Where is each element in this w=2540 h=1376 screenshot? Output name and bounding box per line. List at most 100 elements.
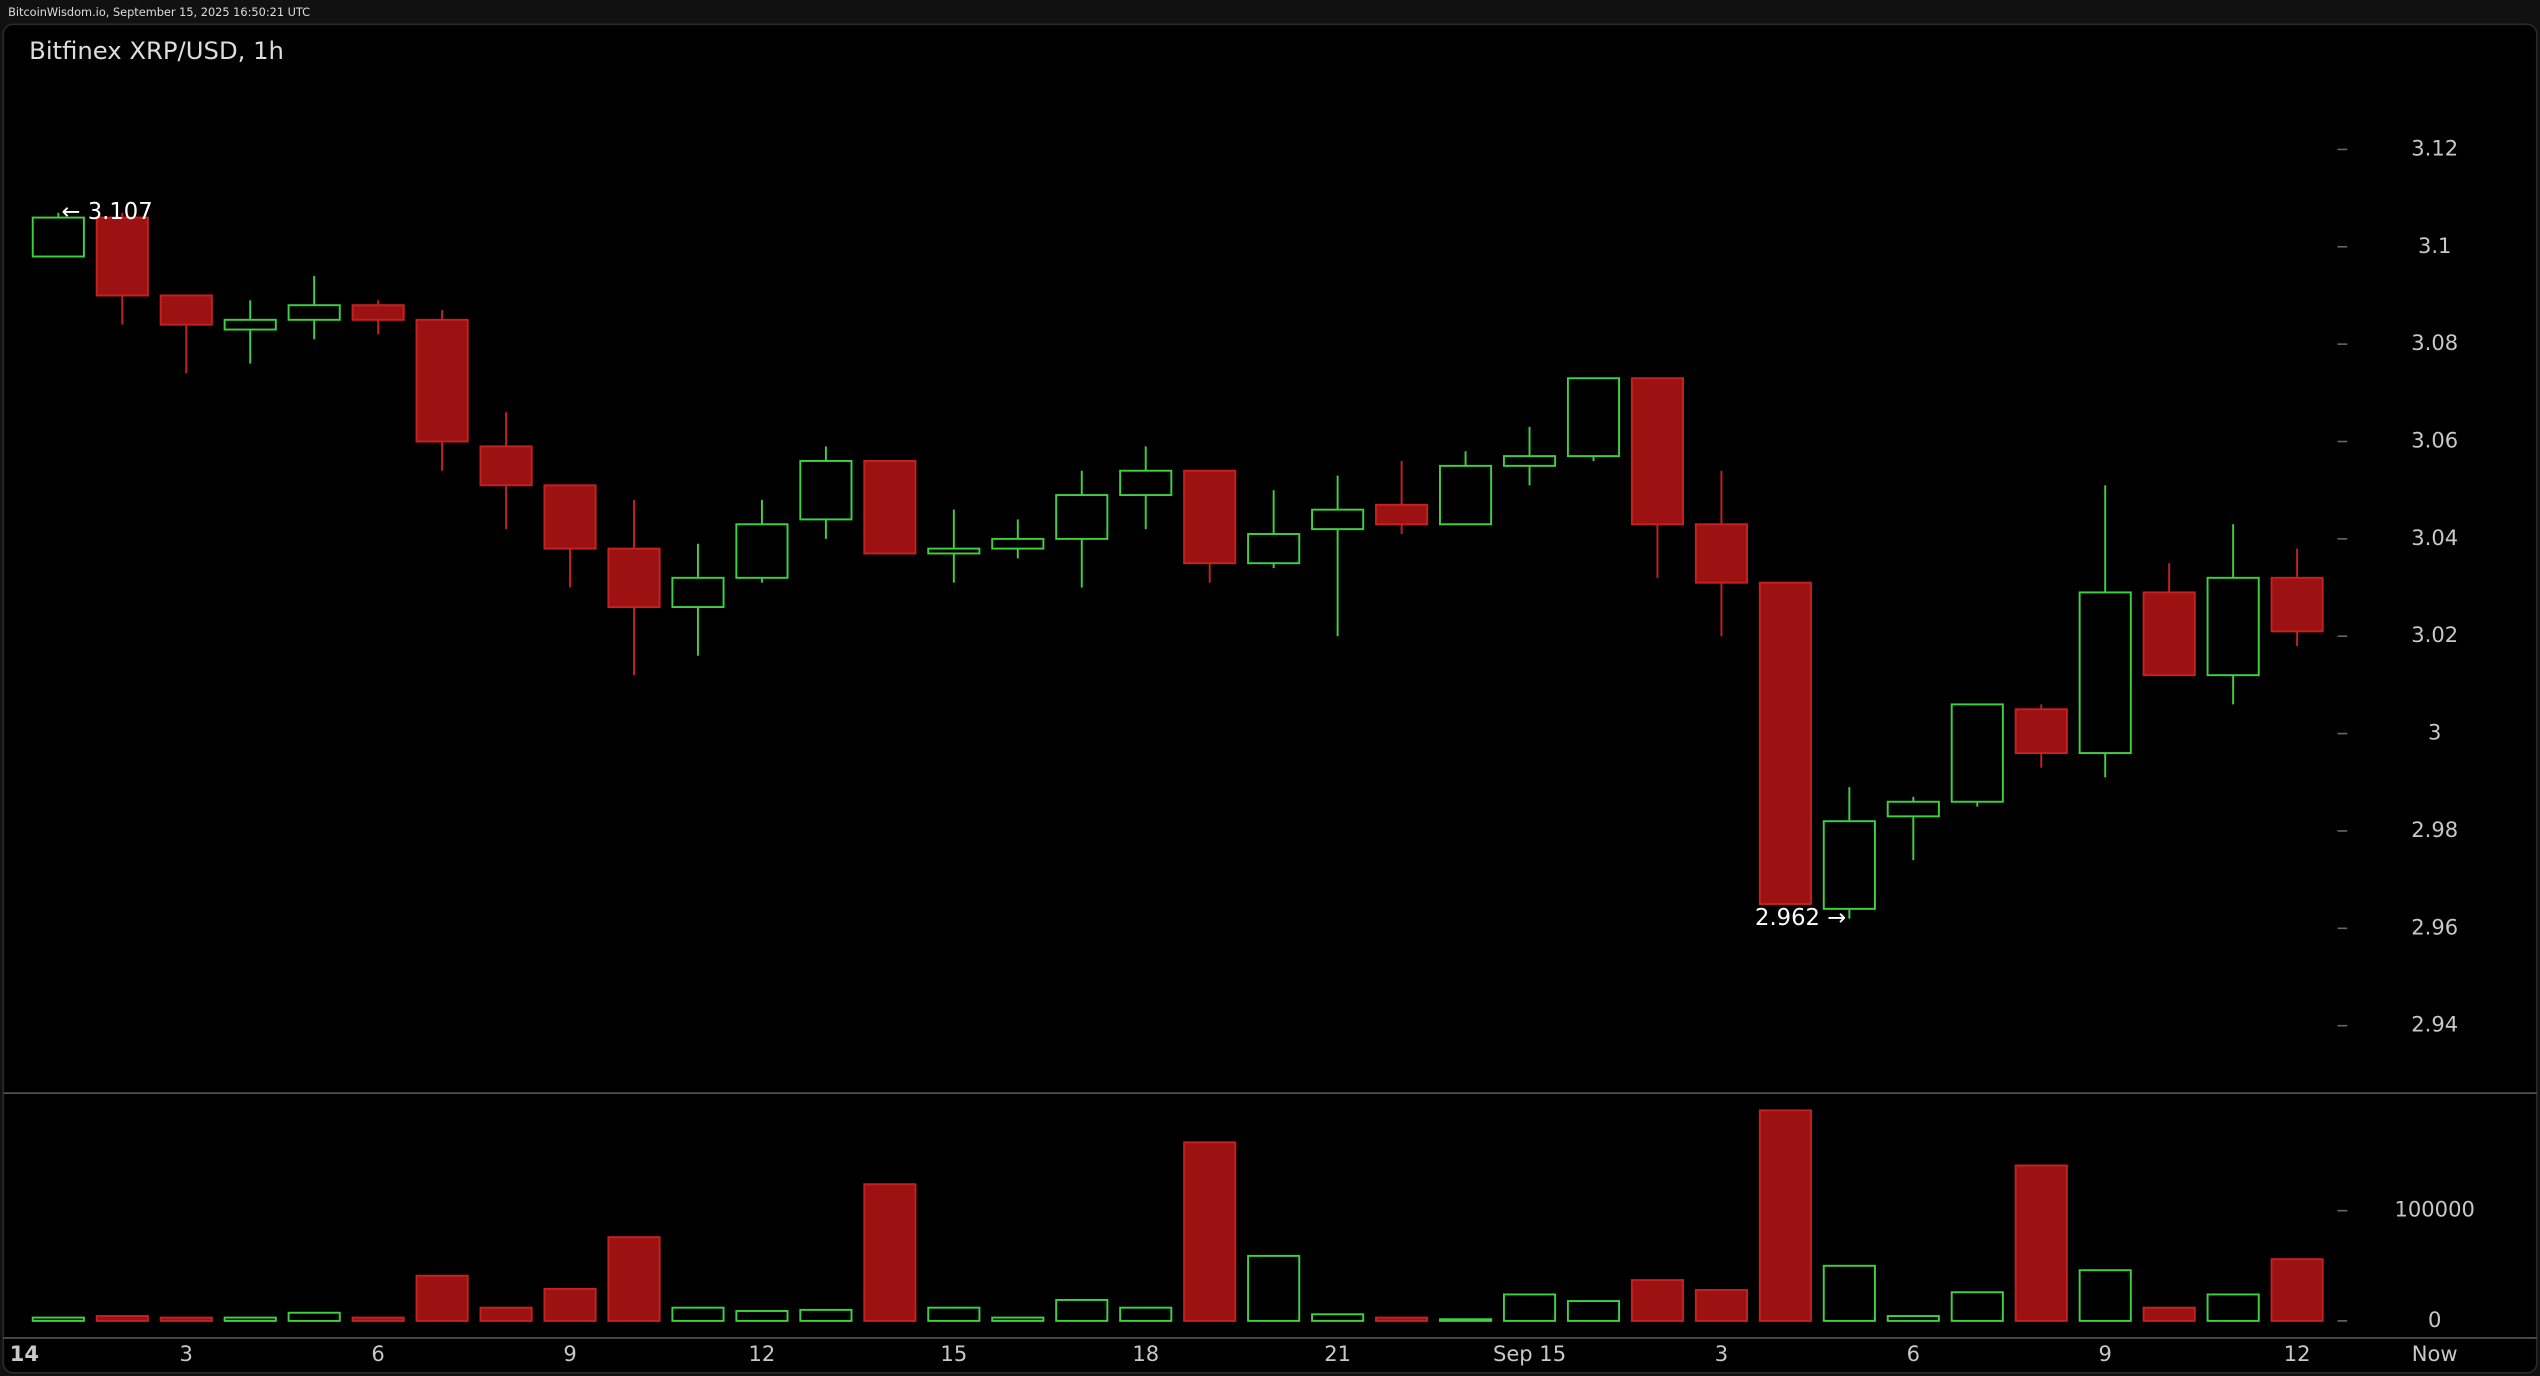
volume-bar [991,1316,1045,1322]
volume-bar [479,1306,533,1322]
volume-bar [159,1316,213,1322]
y-tick-label: 3.04 [2411,525,2458,550]
high-label: ← 3.107 [62,199,153,225]
volume-bar [1119,1306,1173,1322]
volume-bar [927,1306,981,1322]
volume-bar [607,1236,661,1322]
x-tick-label: 3 [180,1341,193,1366]
x-tick-label: 6 [371,1341,384,1366]
volume-bar [863,1183,917,1322]
volume-bar [2014,1164,2068,1322]
candle-body [351,304,405,321]
volume-bar [2206,1293,2260,1322]
candle-body [479,445,533,487]
volume-bar [95,1315,149,1322]
candle-body [2270,576,2324,633]
volume-bar [799,1308,853,1322]
volume-bar [1694,1289,1748,1322]
candle-body [415,318,469,443]
x-tick-label: 9 [563,1341,576,1366]
volume-bar [2142,1306,2196,1322]
x-tick-label: 9 [2099,1341,2112,1366]
candle-body [863,460,917,555]
candle-body [1950,703,2004,803]
chart-title: Bitfinex XRP/USD, 1h [29,36,284,65]
candle-body [1183,469,1237,565]
volume-bar [1758,1109,1812,1322]
x-tick-label: 15 [940,1341,967,1366]
candle-body [1375,503,1429,526]
candle-body [2206,576,2260,677]
candle-body [287,304,341,321]
volume-bar [415,1274,469,1322]
candle-body [1055,494,1109,540]
candle-body [1247,533,1301,565]
x-tick-label: 6 [1907,1341,1920,1366]
y-tick-label: 3.12 [2411,135,2458,160]
candle-body [671,576,725,608]
candle-body [607,547,661,608]
x-tick-label: 12 [2284,1341,2311,1366]
candle-body [1311,508,1365,531]
volume-bar [1822,1264,1876,1322]
candle-body [95,216,149,297]
volume-bar [2270,1258,2324,1322]
candle-body [1758,581,1812,905]
volume-bar [351,1316,405,1322]
candle-body [1630,377,1685,526]
y-tick-label: 2.94 [2411,1012,2458,1037]
volume-bar [1950,1291,2004,1322]
volume-bar [1055,1298,1109,1322]
candle-body [223,318,277,331]
volume-bar [1375,1316,1429,1322]
x-tick-label: 3 [1715,1341,1728,1366]
x-tick-label: 12 [749,1341,776,1366]
candle-body [1566,377,1621,458]
candle-body [1822,820,1876,910]
volume-bar [671,1306,725,1322]
volume-tick-label: 0 [2428,1307,2441,1332]
candle-body [991,537,1045,550]
candle-body [1119,469,1173,497]
volume-bar [1311,1313,1365,1322]
y-tick-label: 2.98 [2411,817,2458,842]
x-tick-label: 21 [1324,1341,1351,1366]
volume-bar [735,1310,789,1322]
volume-bar [223,1316,277,1322]
volume-bar [1886,1315,1940,1322]
candle-body [1439,464,1493,526]
candle-body [1694,523,1748,584]
y-tick-label: 3.06 [2411,428,2458,453]
candle-body [2142,591,2196,677]
candle-body [799,460,853,521]
candle-body [735,523,789,579]
y-tick-label: 3.02 [2411,622,2458,647]
volume-tick-label: 100000 [2395,1197,2475,1222]
volume-bar [2078,1269,2132,1322]
volume-bar [1502,1293,1557,1322]
x-tick-label: 14 [10,1341,39,1366]
x-tick-label: Sep 15 [1493,1341,1566,1366]
volume-bar [1630,1279,1685,1322]
candle-body [2014,708,2068,755]
candle-body [1886,800,1940,818]
header: BitcoinWisdom.io, September 15, 2025 16:… [8,5,310,19]
candle-body [2078,591,2132,755]
volume-bar [1183,1141,1237,1322]
candle-body [927,547,981,555]
candle-body [159,294,213,326]
candle-body [1502,455,1557,467]
y-tick-label: 3.08 [2411,330,2458,355]
y-tick-label: 3.1 [2418,233,2451,258]
volume-bar [543,1287,597,1322]
volume-bar [1566,1300,1621,1322]
candle-body [31,216,85,258]
y-tick-label: 3 [2428,720,2441,745]
candle-body [543,484,597,550]
volume-bar [1247,1254,1301,1322]
low-label: 2.962 → [1755,905,1846,931]
volume-bar [287,1311,341,1322]
volume-bar [1439,1318,1493,1322]
